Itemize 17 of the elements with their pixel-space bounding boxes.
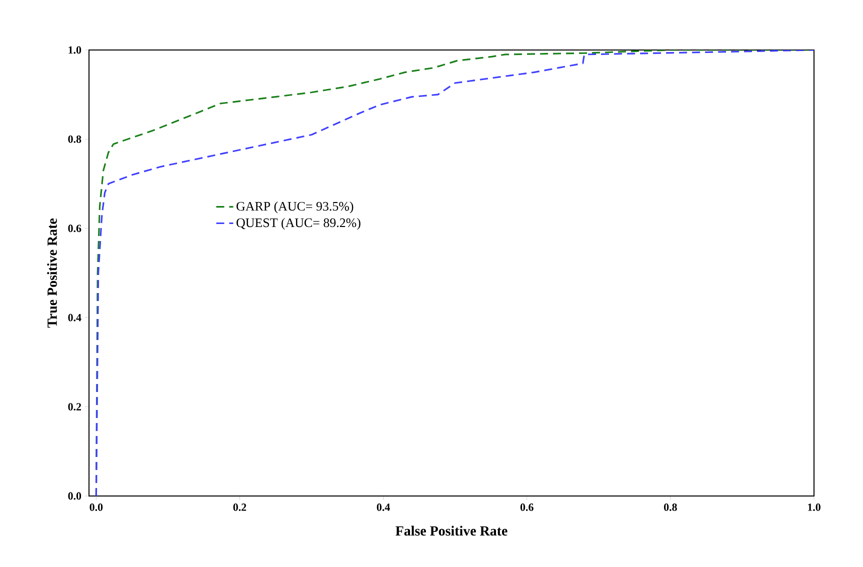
y-tick-label: 0.4 [68, 314, 82, 322]
x-tick-label: 0.6 [520, 504, 534, 511]
x-tick-label: 1.0 [808, 504, 820, 511]
y-tick-label: 0.6 [68, 224, 82, 232]
y-tick-label: 0.2 [68, 403, 82, 411]
y-tick-label: 1.0 [68, 46, 82, 54]
legend-label: GARP (AUC= 93.5%) [236, 202, 354, 214]
x-tick-label: 0.2 [233, 504, 246, 511]
line-series [95, 50, 814, 496]
y-tick-label: 0.0 [68, 492, 82, 500]
x-tick-label: 0.0 [90, 504, 103, 511]
legend-label: QUEST (AUC= 89.2%) [236, 218, 360, 230]
x-tick-label: 0.4 [376, 504, 390, 511]
y-axis-title: True Positive Rate [47, 218, 57, 328]
x-axis-title: False Positive Rate [396, 526, 508, 536]
y-tick-label: 0.8 [68, 135, 82, 143]
x-tick-label: 0.8 [664, 504, 677, 511]
